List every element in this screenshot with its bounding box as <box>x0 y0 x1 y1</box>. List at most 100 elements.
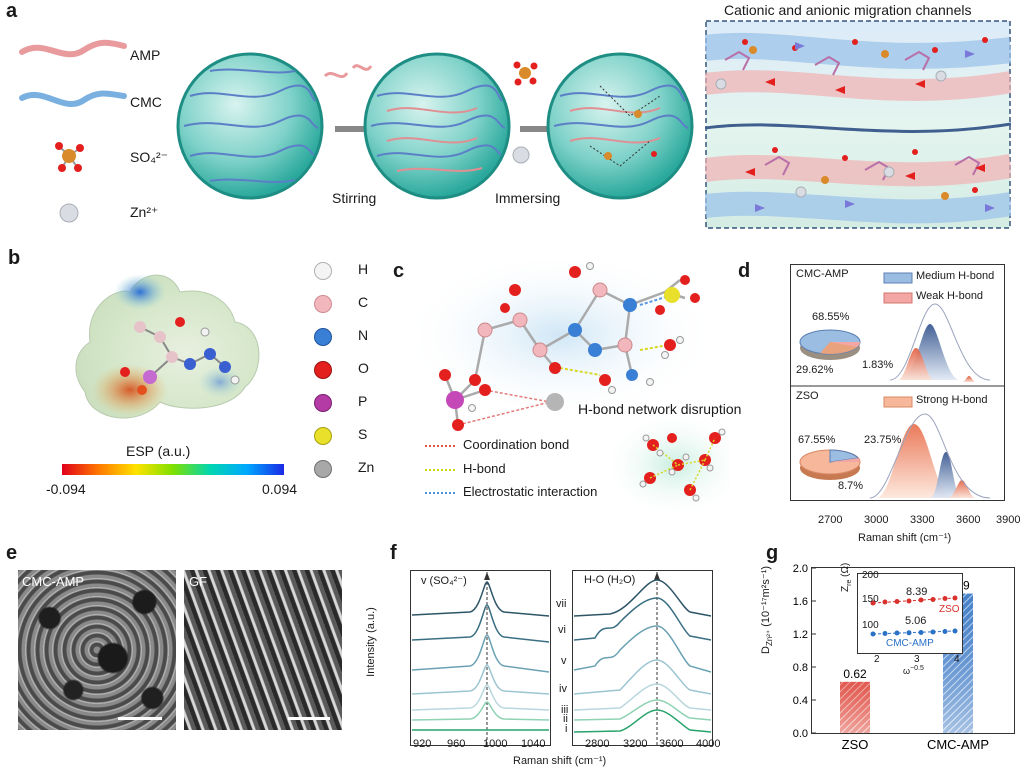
amp-strand-icon <box>19 39 127 58</box>
sphere-cmc-amp <box>363 52 511 200</box>
f-xlabel: Raman shift (cm⁻¹) <box>513 755 607 767</box>
legend-zinc: Zn²⁺ <box>130 204 159 220</box>
legend-amp: AMP <box>130 47 161 63</box>
sem-image-cmc-amp <box>18 570 176 730</box>
d-bottom-pct-medium: 23.75% <box>864 434 902 446</box>
g-ytick-label: 0.8 <box>793 662 808 674</box>
g-bar-shade <box>840 681 870 733</box>
g-bar-value-label: 0.62 <box>843 667 867 681</box>
trace-iii-label: iii <box>561 704 569 716</box>
panel-a-legend-graphics <box>19 39 127 223</box>
g-inset-xtick-2: 3 <box>914 654 920 665</box>
g-inset-ytick-3: 100 <box>862 620 879 631</box>
step-stirring-label: Stirring <box>332 190 377 206</box>
d-xtick-2: 3000 <box>864 514 889 526</box>
f-left-xtick-4: 1040 <box>521 738 546 750</box>
step-immersing-label: Immersing <box>495 190 561 206</box>
sem-image-gf <box>184 570 342 730</box>
d-legend-weak: Weak H-bond <box>916 290 984 302</box>
g-ylabel-symbol: D <box>760 646 772 654</box>
panel-e-label: e <box>6 542 18 564</box>
esp-min-label: -0.094 <box>46 481 86 497</box>
g-inset-xlabel-sup: −0.5 <box>910 665 924 672</box>
trace-vi-label: vi <box>558 624 566 636</box>
g-ylabel: DZn²⁺ (10⁻¹⁷m²s⁻¹) <box>759 566 774 654</box>
atom-o-label: O <box>358 360 369 376</box>
g-inset-ytick-1: 200 <box>862 570 879 581</box>
sem-cmc-amp-label: CMC-AMP <box>22 574 85 589</box>
oxygen-atom-icon <box>314 361 332 379</box>
atom-n-label: N <box>358 327 369 343</box>
electrostatic-label: Electrostatic interaction <box>463 484 598 499</box>
g-ytick-label: 2.0 <box>793 563 808 575</box>
carbon-atom-icon <box>314 295 332 313</box>
f-right-xtick-3: 3600 <box>659 738 684 750</box>
legend-cmc: CMC <box>130 94 162 110</box>
g-inset-ylabel-symbol: Z <box>840 585 851 592</box>
sphere-cmc <box>176 52 324 200</box>
coordination-bond-swatch <box>425 445 455 447</box>
g-category-label: ZSO <box>842 737 869 752</box>
g-inset-xlabel: ω−0.5 <box>903 665 924 676</box>
trace-ii-label: ii <box>563 713 568 725</box>
g-ytick-label: 0.0 <box>793 728 808 740</box>
d-top-title: CMC-AMP <box>796 268 849 280</box>
d-top-pct-strong: 1.83% <box>862 359 894 371</box>
atom-h-label: H <box>358 261 369 277</box>
trace-v-label: v <box>561 655 567 667</box>
f-right-xtick-2: 3200 <box>623 738 648 750</box>
hbond-disruption-label: H-bond network disruption <box>578 401 742 417</box>
hbond-swatch <box>425 469 455 471</box>
strong-hbond-swatch <box>883 396 913 408</box>
sulfate-zinc-icon <box>512 61 538 164</box>
panel-f-label: f <box>390 542 397 564</box>
panel-g-label: g <box>766 542 779 564</box>
d-bottom-title: ZSO <box>796 390 819 402</box>
cmc-strand-icon <box>19 90 127 108</box>
g-inset-ytick-2: 150 <box>862 594 879 605</box>
g-category-label: CMC-AMP <box>927 737 989 752</box>
panel-b-label: b <box>8 247 21 269</box>
g-cmc-series-label: CMC-AMP <box>886 638 934 649</box>
f-right-title: H-O (H₂O) <box>584 574 636 586</box>
g-ylabel-sub: Zn²⁺ <box>765 629 775 647</box>
trace-i-label: i <box>565 723 568 735</box>
zinc-ion-icon <box>59 203 79 223</box>
f-ylabel: Intensity (a.u.) <box>364 607 377 677</box>
raman-spectra-plot <box>410 570 713 746</box>
d-bottom-pct-weak: 8.7% <box>838 480 864 492</box>
atom-c-label: C <box>358 294 369 310</box>
scale-bar-right <box>288 717 330 720</box>
hbond-interaction-graphic <box>410 250 730 520</box>
legend-sulfate: SO₄²⁻ <box>130 149 168 165</box>
sphere-hydrogel-electrolyte <box>546 52 694 200</box>
f-right-xtick-4: 4000 <box>696 738 721 750</box>
phosphorus-atom-icon <box>314 394 332 412</box>
trace-vii-label: vii <box>556 598 567 610</box>
hydrogel-spheres-graphic <box>176 52 694 200</box>
amp-strands-icon <box>323 64 373 79</box>
coordination-bond-label: Coordination bond <box>463 437 570 452</box>
g-y-axis: 0.0 0.4 0.8 1.2 1.6 2.0 <box>793 563 816 740</box>
f-right-xtick-1: 2800 <box>585 738 610 750</box>
atom-zn-label: Zn <box>358 459 375 475</box>
sulfate-ion-icon <box>55 142 84 172</box>
panel-c-label: c <box>393 260 405 282</box>
f-left-title: v (SO₄²⁻) <box>421 575 467 587</box>
g-inset-plot <box>857 573 963 654</box>
panel-a-label: a <box>6 0 18 22</box>
f-left-xtick-3: 1000 <box>483 738 508 750</box>
d-legend-medium: Medium H-bond <box>916 270 995 282</box>
atom-p-label: P <box>358 393 368 409</box>
g-inset-ylabel-unit: (Ω) <box>840 562 851 580</box>
weak-hbond-swatch <box>883 292 913 304</box>
raman-fit-plot <box>790 264 1005 501</box>
zinc-atom-icon <box>314 460 332 478</box>
g-ytick-label: 1.2 <box>793 629 808 641</box>
esp-max-label: 0.094 <box>262 481 298 497</box>
g-zso-series-label: ZSO <box>939 604 960 615</box>
d-top-pct-weak: 29.62% <box>796 364 834 376</box>
channels-title: Cationic and anionic migration channels <box>724 2 972 18</box>
g-ytick-label: 1.6 <box>793 596 808 608</box>
pie-top-icon <box>799 329 861 360</box>
